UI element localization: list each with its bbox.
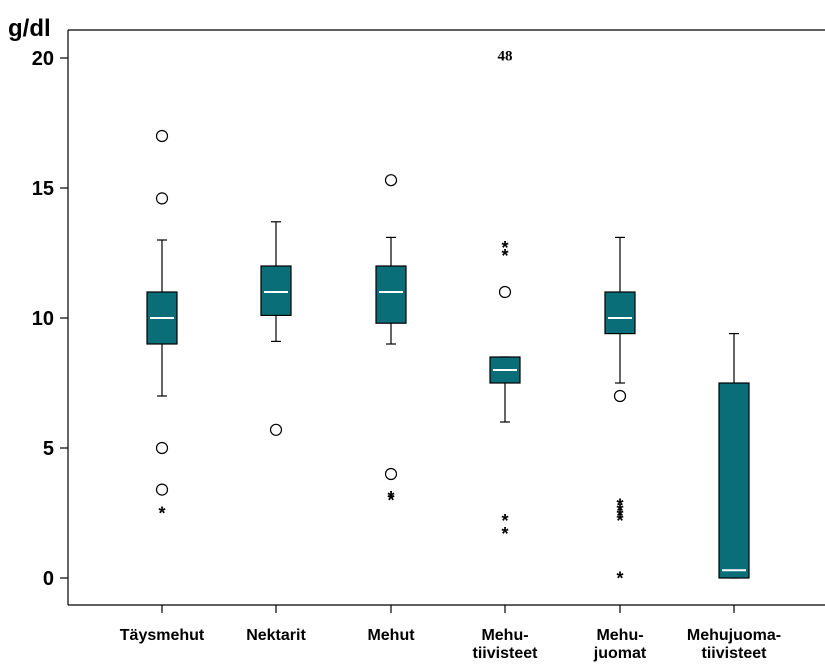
plot-area bbox=[67, 29, 825, 606]
outlier-point bbox=[155, 483, 169, 496]
y-tick-label: 0 bbox=[43, 568, 54, 590]
box bbox=[375, 265, 407, 324]
x-tick-label: juomat bbox=[593, 645, 647, 662]
outlier-point bbox=[384, 467, 398, 481]
y-axis-label: g/dl bbox=[8, 15, 51, 42]
y-tick-label: 15 bbox=[32, 178, 54, 200]
x-tick-label: Täysmehut bbox=[120, 627, 205, 644]
x-tick-label: Mehut bbox=[367, 627, 415, 644]
extreme-point: * bbox=[158, 503, 165, 523]
outlier-point bbox=[155, 192, 169, 205]
boxes: ************ bbox=[146, 129, 750, 588]
box bbox=[260, 265, 292, 317]
extreme-point: * bbox=[616, 506, 623, 526]
y-tick-label: 20 bbox=[32, 48, 54, 70]
extreme-point: * bbox=[501, 524, 508, 544]
outlier-point bbox=[613, 389, 627, 403]
extreme-point: * bbox=[616, 501, 623, 521]
extreme-point: * bbox=[501, 511, 508, 531]
x-tick-label: tiivisteet bbox=[473, 645, 539, 662]
x-tick-label: Mehujuoma- bbox=[687, 627, 781, 644]
box bbox=[718, 382, 750, 579]
y-tick-label: 5 bbox=[43, 438, 54, 460]
extreme-point: * bbox=[616, 568, 623, 588]
x-tick-label: Mehu- bbox=[481, 627, 528, 644]
x-ticks: Täysmehut Nektarit Mehut Mehu-tiivisteetMeh… bbox=[120, 605, 781, 662]
extreme-point: * bbox=[616, 511, 623, 531]
y-tick-label: 10 bbox=[32, 308, 54, 330]
extreme-point: * bbox=[387, 488, 394, 508]
outlier-point bbox=[155, 441, 169, 455]
outlier-point bbox=[384, 174, 398, 187]
outlier-point bbox=[498, 285, 512, 299]
y-ticks: 0 5 10 15 20 bbox=[32, 48, 68, 590]
extreme-point: * bbox=[501, 246, 508, 266]
extreme-point: * bbox=[616, 496, 623, 516]
x-tick-label: tiivisteet bbox=[702, 645, 768, 662]
x-tick-label: Nektarit bbox=[246, 627, 306, 644]
annotation-label: 48 bbox=[498, 48, 513, 64]
x-tick-label: Mehu- bbox=[596, 627, 643, 644]
outlier-point bbox=[269, 423, 283, 436]
extreme-point: * bbox=[501, 238, 508, 258]
annotations: 48 bbox=[498, 48, 513, 64]
extreme-point: * bbox=[387, 490, 394, 510]
box bbox=[604, 291, 636, 335]
outlier-point bbox=[155, 129, 169, 143]
